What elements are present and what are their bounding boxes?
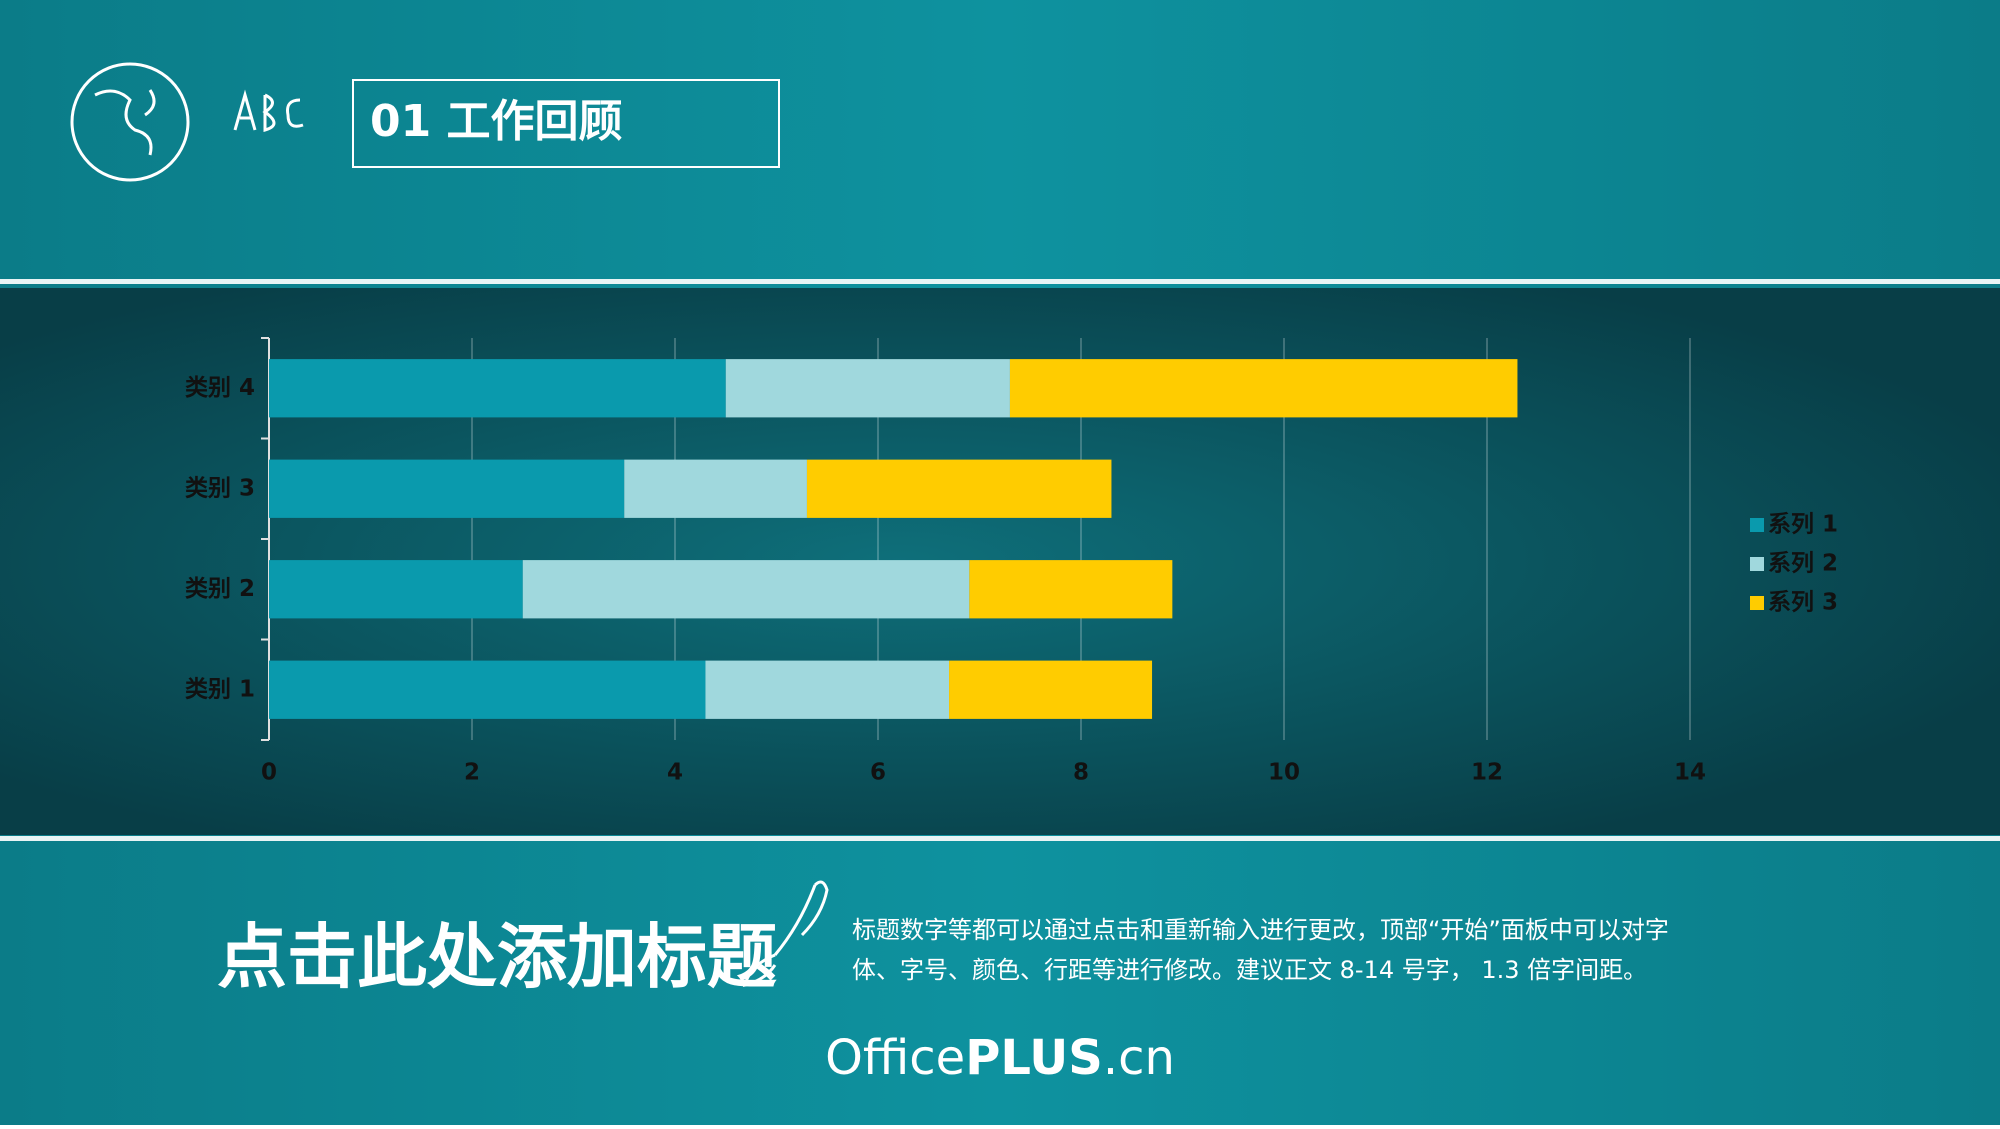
bar-segment	[269, 560, 523, 619]
brand-part: PLUS	[965, 1030, 1103, 1086]
y-tick-label: 类别 3	[185, 475, 255, 501]
brand: OfficePLUS.cn	[825, 1030, 1175, 1086]
bar-segment	[1009, 359, 1518, 418]
y-tick-label: 类别 2	[185, 576, 255, 602]
bar-segment	[269, 660, 706, 719]
header-box	[352, 79, 780, 168]
footer-title: 点击此处添加标题	[217, 916, 777, 998]
x-tick-label: 14	[1674, 760, 1706, 786]
chart: 0 2 4 6 8 10 12 14 类别 1 类别 2 类别 3 类别 4 系列 1 系列 2 系列 3	[185, 337, 1838, 786]
x-tick-label: 6	[870, 760, 886, 786]
x-tick-label: 4	[667, 760, 683, 786]
legend-label: 系列 1	[1768, 512, 1838, 538]
bar-segment	[269, 459, 625, 518]
brand-part: .cn	[1103, 1030, 1175, 1086]
bar-segment	[269, 359, 726, 418]
bar-segment	[522, 560, 970, 619]
y-tick-label: 类别 1	[185, 676, 255, 702]
footer-body: 标题数字等都可以通过点击和重新输入进行更改，顶部“开始”面板中可以对字	[852, 916, 1669, 944]
brush-icon	[742, 880, 829, 988]
bar-segment	[806, 459, 1112, 518]
legend-swatch	[1750, 557, 1764, 571]
x-tick-label: 2	[464, 760, 480, 786]
brand-part: Office	[825, 1030, 965, 1086]
legend-swatch	[1750, 518, 1764, 532]
logo-doodle	[70, 62, 304, 182]
x-tick-label: 0	[261, 760, 277, 786]
bar-segment	[949, 660, 1153, 719]
bar-segment	[725, 359, 1010, 418]
divider	[0, 836, 2000, 841]
x-tick-label: 12	[1471, 760, 1503, 786]
x-tick-label: 8	[1073, 760, 1089, 786]
bar-segment	[624, 459, 807, 518]
footer-body: 体、字号、颜色、行距等进行修改。建议正文 8-14 号字， 1.3 倍字间距。	[852, 956, 1647, 984]
header-title: 01 工作回顾	[370, 96, 623, 147]
legend-label: 系列 2	[1768, 551, 1838, 577]
x-tick-label: 10	[1268, 760, 1300, 786]
divider	[0, 279, 2000, 284]
legend-label: 系列 3	[1768, 590, 1838, 616]
y-tick-label: 类别 4	[185, 375, 255, 401]
bar-segment	[969, 560, 1173, 619]
bar-segment	[705, 660, 950, 719]
legend-swatch	[1750, 596, 1764, 610]
